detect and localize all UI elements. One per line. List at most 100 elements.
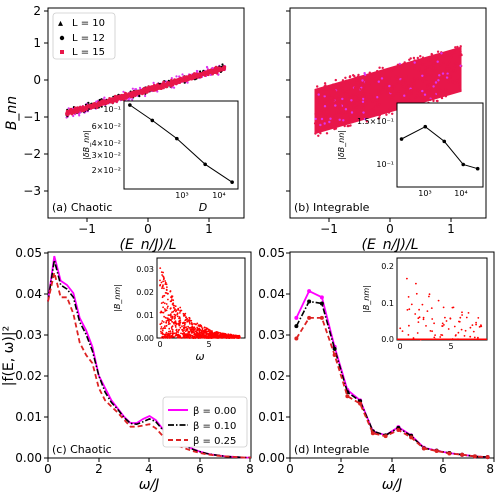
scatter-point	[361, 92, 365, 95]
scatter-point	[432, 97, 435, 100]
scatter-point	[446, 54, 449, 57]
inset-c-point	[182, 330, 184, 333]
scatter-point	[458, 55, 461, 58]
c-xtick-2: 4	[145, 462, 153, 476]
scatter-point	[442, 61, 445, 64]
inset-d-point	[429, 330, 432, 332]
scatter-point-L15	[143, 87, 146, 91]
scatter-point	[425, 96, 428, 100]
inset-c-point	[206, 327, 209, 330]
scatter-point	[348, 118, 352, 121]
inset-c-point	[165, 331, 168, 334]
scatter-point	[377, 83, 380, 86]
scatter-point	[445, 76, 449, 79]
scatter-point	[337, 111, 340, 114]
inset-c-point	[162, 306, 165, 309]
inset-d-point	[428, 295, 430, 298]
inset-c-point	[193, 322, 196, 325]
scatter-point	[428, 65, 431, 69]
scatter-point	[317, 93, 320, 96]
b-xtick-1: 0	[386, 222, 394, 236]
inset-c-point	[205, 332, 208, 335]
inset-c-point	[164, 316, 167, 319]
panel-d-label: (d) Integrable	[294, 443, 370, 456]
scatter-point	[419, 55, 422, 58]
inset-b-ytick-1: 10⁻¹	[376, 160, 394, 169]
scatter-point-L15	[99, 103, 103, 106]
legend-label-L15: L = 15	[72, 47, 105, 58]
scatter-point	[325, 132, 329, 135]
inset-c-point	[203, 337, 206, 339]
scatter-point	[339, 82, 342, 85]
scatter-point	[385, 113, 388, 116]
series-point-0	[307, 289, 312, 294]
scatter-point	[400, 79, 403, 82]
inset-c-point	[159, 284, 161, 287]
inset-c-point	[198, 325, 201, 328]
inset-d-point	[433, 336, 436, 339]
scatter-point	[362, 82, 365, 85]
scatter-point	[400, 99, 404, 102]
scatter-point	[370, 108, 374, 111]
scatter-point	[391, 69, 395, 72]
scatter-point	[404, 81, 407, 84]
inset-c-point	[165, 325, 168, 327]
scatter-point	[328, 94, 331, 97]
scatter-point	[403, 97, 406, 101]
inset-c-point	[195, 323, 198, 326]
a-ytick-3: −1	[23, 110, 41, 124]
legend-label-L10: L = 10	[72, 18, 105, 29]
scatter-point	[427, 73, 430, 76]
inset-b-xtick-1: 10⁴	[454, 189, 467, 198]
scatter-point	[431, 62, 435, 65]
series-point-2	[472, 454, 477, 459]
inset-c-point	[188, 327, 191, 329]
scatter-point	[439, 89, 443, 93]
scatter-point	[316, 127, 319, 131]
panel-d-series	[294, 289, 490, 460]
panel-b-inset: 1.5×10⁻¹ 10⁻¹ 10³ 10⁴ |δB_nn|	[337, 102, 484, 198]
scatter-point-L15	[75, 111, 79, 114]
scatter-point	[401, 67, 404, 70]
inset-d-point	[399, 327, 402, 330]
scatter-point	[372, 73, 376, 76]
scatter-point	[434, 95, 437, 98]
scatter-point	[435, 99, 439, 103]
scatter-point	[322, 102, 325, 106]
scatter-point	[359, 82, 362, 85]
inset-c-point	[163, 308, 166, 310]
scatter-point-L15	[95, 103, 98, 107]
inset-d-point	[465, 316, 468, 319]
scatter-point	[321, 88, 325, 91]
inset-d-point	[441, 322, 444, 325]
inset-c-point	[182, 327, 185, 329]
scatter-point	[448, 67, 451, 70]
scatter-point-L15	[108, 98, 111, 102]
scatter-point	[368, 71, 371, 74]
scatter-point	[341, 97, 344, 101]
scatter-point	[398, 94, 402, 98]
series-point-2	[434, 448, 439, 453]
scatter-point-L15	[148, 87, 151, 91]
scatter-point-L10	[131, 87, 134, 90]
scatter-point	[444, 95, 448, 98]
scatter-point-L15	[218, 68, 221, 72]
inset-c-point	[167, 314, 170, 316]
scatter-point	[350, 111, 354, 114]
scatter-point	[337, 97, 341, 100]
c-ytick-3: 0.03	[15, 328, 42, 342]
inset-c-point	[180, 309, 183, 312]
scatter-point	[323, 95, 326, 98]
inset-c-point	[166, 307, 169, 309]
inset-d-point	[434, 338, 437, 340]
inset-c-point	[168, 333, 171, 336]
inset-c-point	[168, 330, 170, 333]
scatter-point	[323, 100, 326, 104]
inset-c-point	[228, 334, 230, 337]
scatter-point-L12	[138, 95, 141, 98]
inset-c-point	[189, 335, 192, 338]
a-xtick-2: 1	[205, 222, 213, 236]
scatter-point	[446, 74, 450, 77]
inset-d-point	[419, 338, 422, 341]
inset-c-point	[183, 337, 186, 339]
